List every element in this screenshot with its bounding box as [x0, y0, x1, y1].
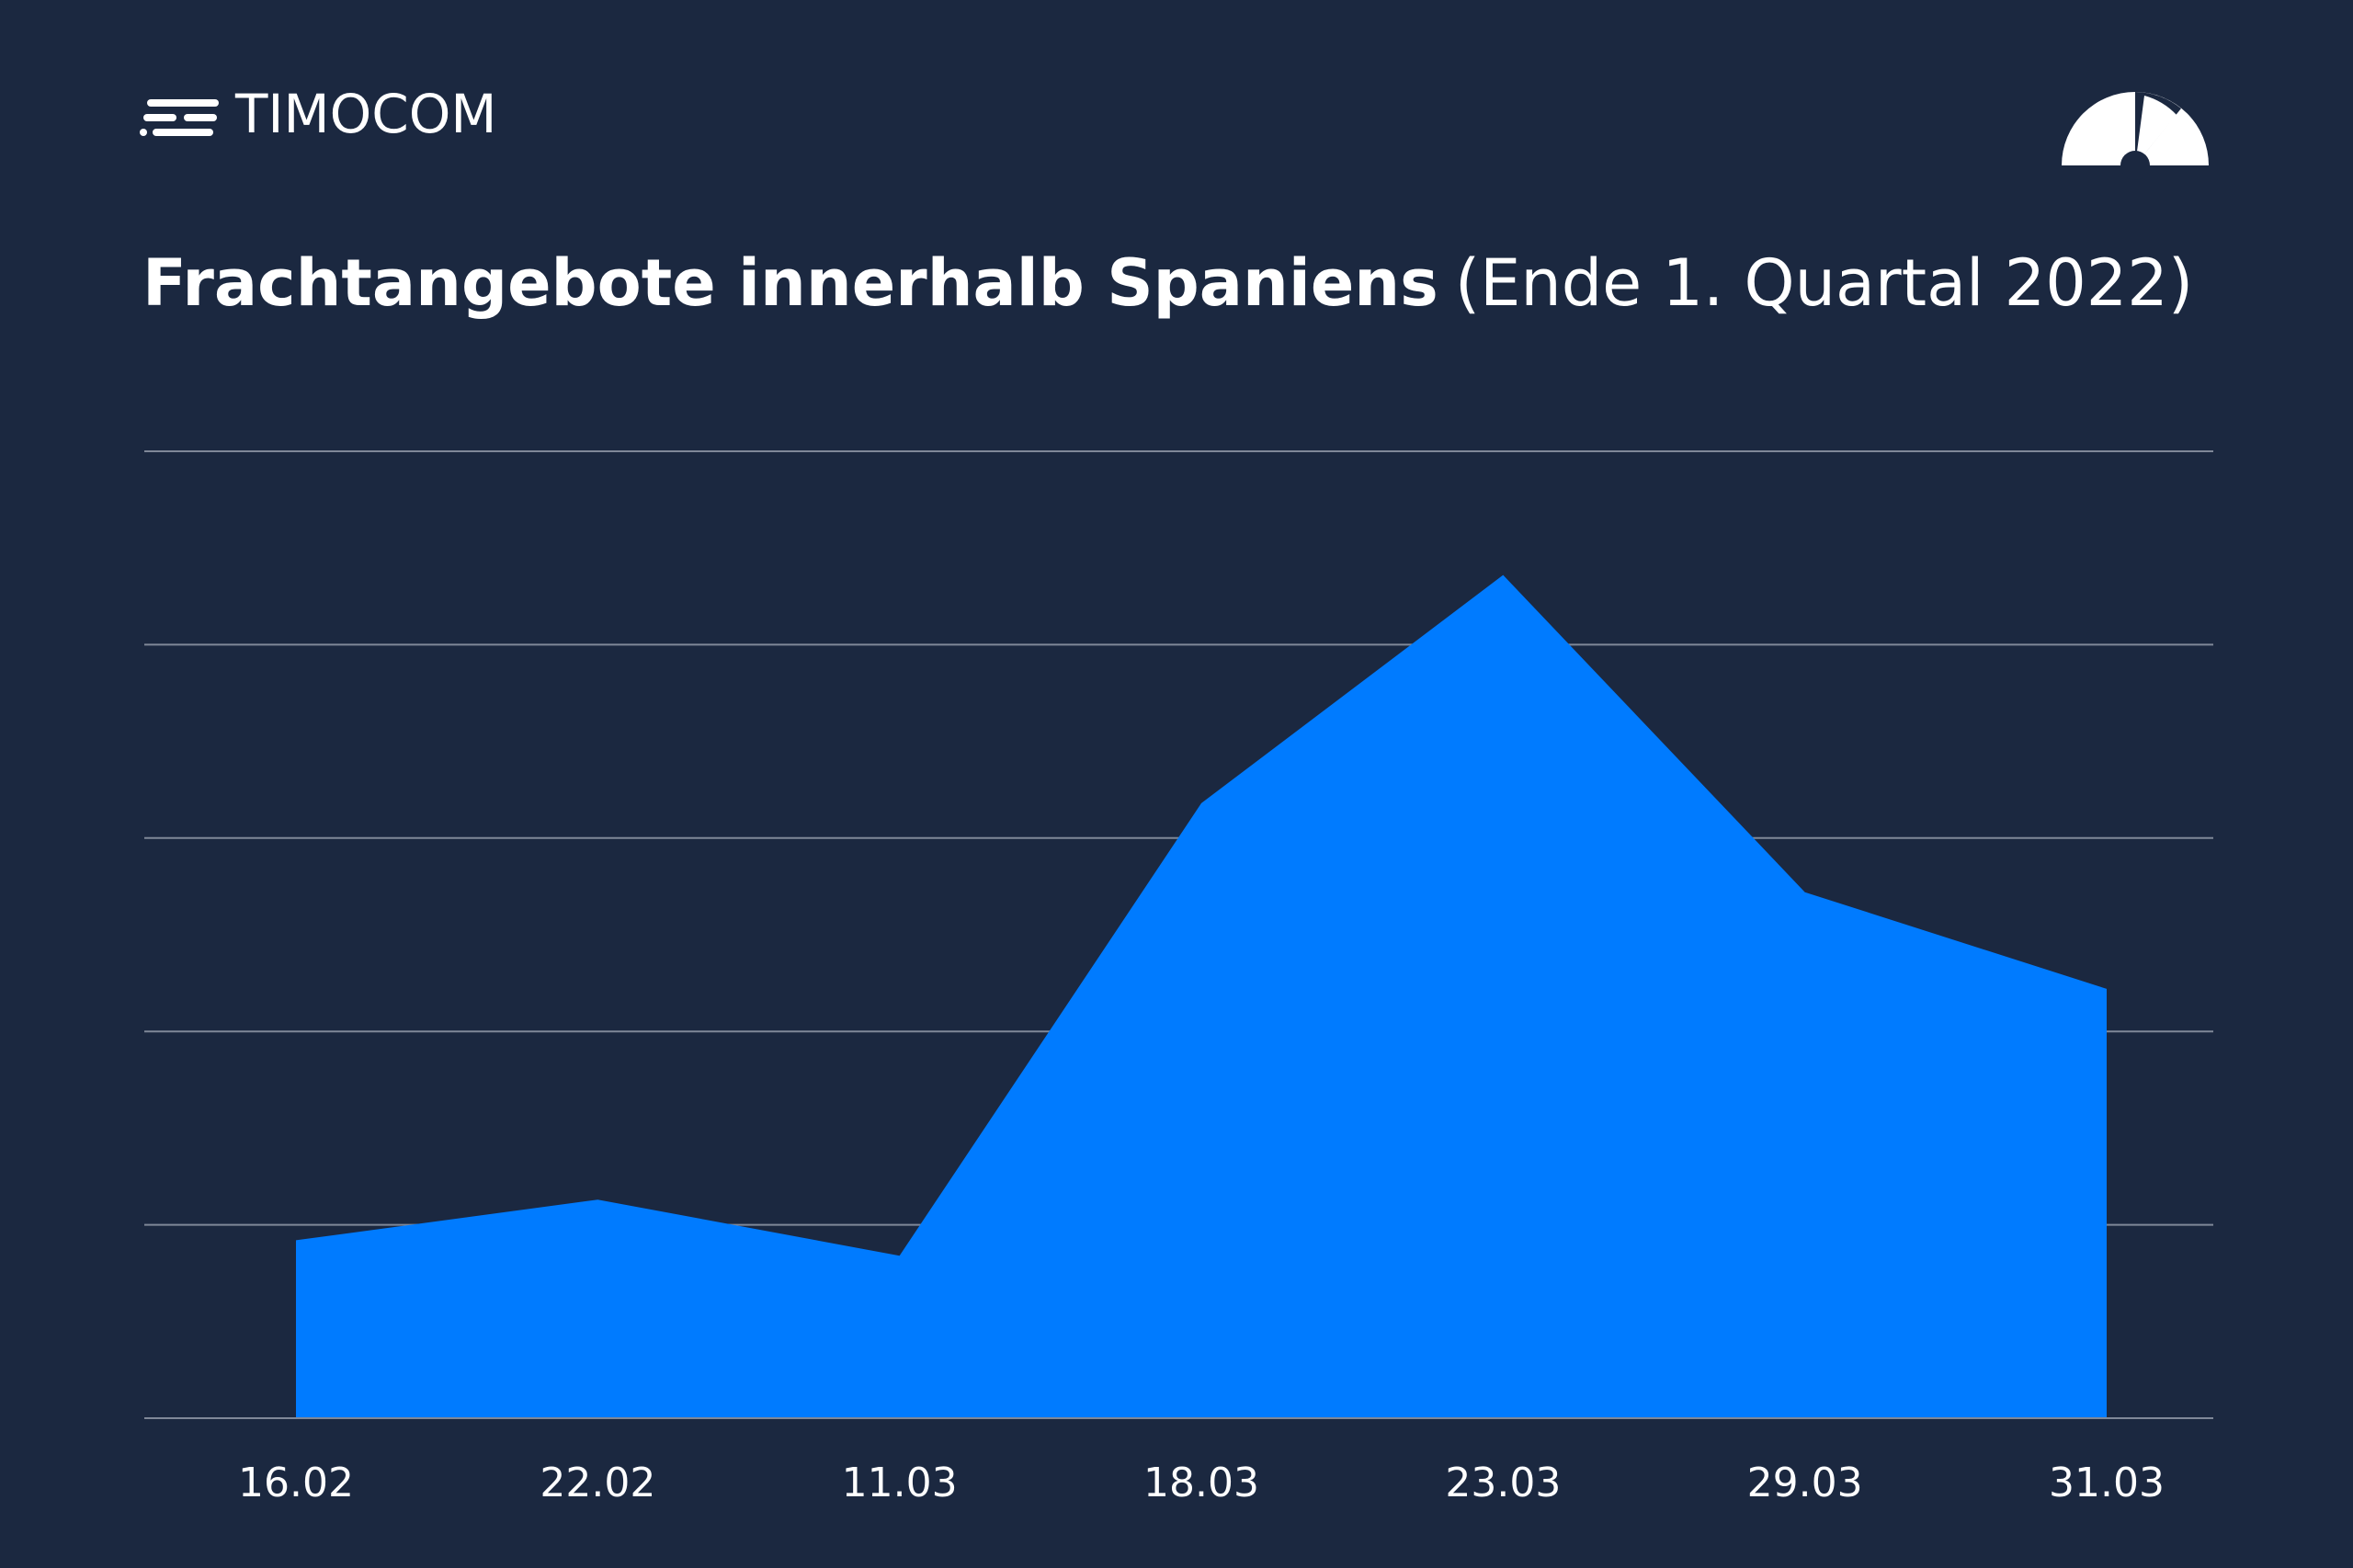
x-tick-label: 22.02: [540, 1460, 655, 1506]
logo-icon: [140, 99, 219, 136]
x-tick-label: 31.03: [2049, 1460, 2165, 1506]
x-tick-label: 11.03: [842, 1460, 958, 1506]
gauge-icon: [2062, 92, 2209, 180]
x-tick-label: 23.03: [1445, 1460, 1561, 1506]
chart-title: Frachtangebote innerhalb Spaniens: [142, 245, 1438, 321]
area: [296, 574, 2107, 1418]
brand: TIMOCOM: [234, 83, 496, 145]
x-tick-label: 18.03: [1143, 1460, 1259, 1506]
x-tick-label: 16.02: [238, 1460, 354, 1506]
chart-subtitle: (Ende 1. Quartal 2022): [1455, 245, 2193, 321]
x-tick-label: 29.03: [1747, 1460, 1863, 1506]
